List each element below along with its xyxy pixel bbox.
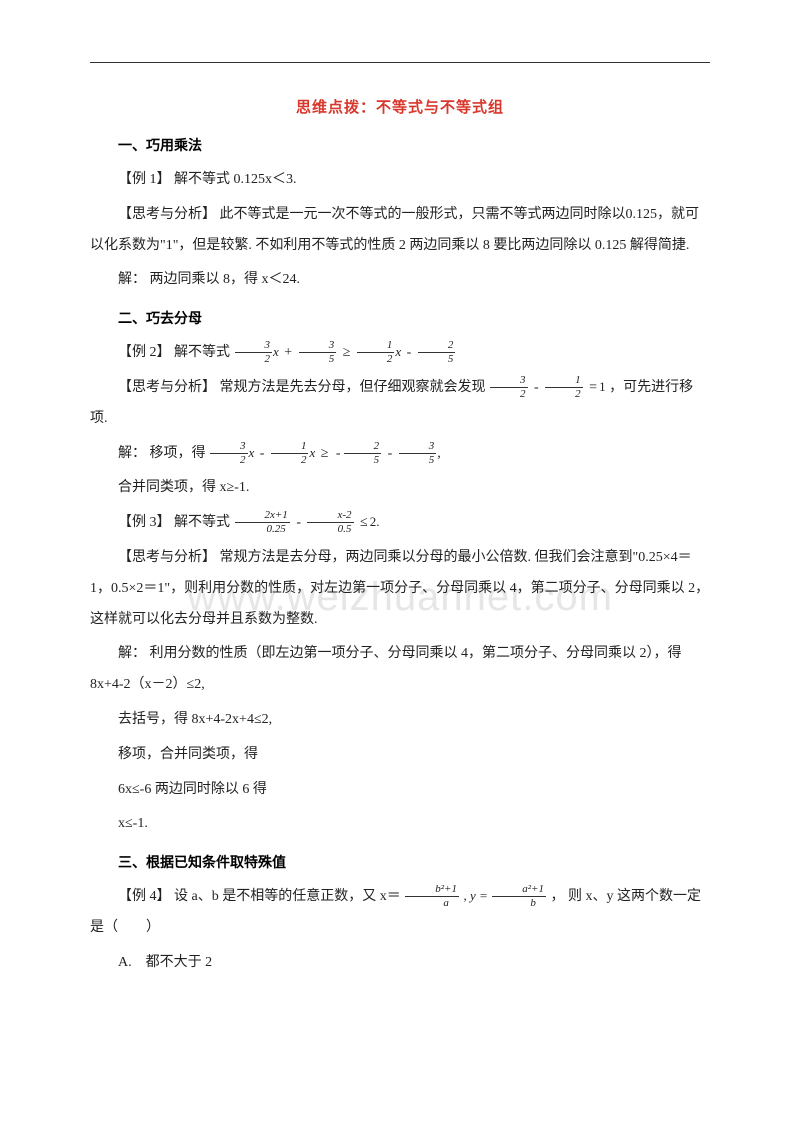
frac-2-5: 25 xyxy=(418,340,456,365)
ex3-text: 【例 3】 解不等式 xyxy=(118,515,230,530)
op-ge: ≥ xyxy=(343,345,351,360)
top-rule xyxy=(90,62,710,63)
frac-m-1-2: 12 xyxy=(271,441,309,466)
tail-comma: , xyxy=(437,446,441,461)
section-2-heading: 二、巧去分母 xyxy=(90,308,710,328)
example-4-statement: 【例 4】 设 a、b 是不相等的任意正数，又 x＝ b²+1a , y = a… xyxy=(90,882,710,944)
op-neg: - xyxy=(336,446,341,461)
example-2-statement: 【例 2】 解不等式 32x + 35 ≥ 12x - 25 xyxy=(90,338,710,369)
op-minus2: - xyxy=(534,380,539,395)
frac-a2-b: a²+1b xyxy=(492,884,546,909)
op-minus3: - xyxy=(260,446,265,461)
op-minus4: - xyxy=(388,446,393,461)
var-xm2: x xyxy=(309,445,315,460)
ex2-analysis-pre: 【思考与分析】 常规方法是先去分母，但仔细观察就会发现 xyxy=(118,380,486,395)
frac-1-2: 12 xyxy=(357,340,395,365)
frac-m-3-2: 32 xyxy=(210,441,248,466)
example-3-sol5: x≤-1. xyxy=(90,809,710,840)
ex2-text: 【例 2】 解不等式 xyxy=(118,345,230,360)
val-2: 2. xyxy=(370,514,380,529)
example-2-solution-move: 解： 移项，得 32x - 12x ≥ -25 - 35, xyxy=(90,439,710,470)
op-eq: = xyxy=(589,380,597,395)
xy-sep: , y = xyxy=(463,888,487,903)
document-content: 思维点拨：不等式与不等式组 一、巧用乘法 【例 1】 解不等式 0.125x＜3… xyxy=(90,96,710,979)
example-1-solution: 解： 两边同乘以 8，得 x＜24. xyxy=(90,265,710,296)
frac-m-2-5: 25 xyxy=(344,441,382,466)
op-plus: + xyxy=(284,345,292,360)
val-1: 1 xyxy=(599,379,606,394)
frac-b2-a: b²+1a xyxy=(405,884,459,909)
frac-x2-05: x-20.5 xyxy=(307,510,353,535)
op-minus5: - xyxy=(296,515,301,530)
example-4-option-a: A. 都不大于 2 xyxy=(90,948,710,979)
section-1-heading: 一、巧用乘法 xyxy=(90,135,710,155)
var-x2: x xyxy=(395,344,401,359)
example-1-statement: 【例 1】 解不等式 0.125x＜3. xyxy=(90,165,710,196)
op-le: ≤ xyxy=(360,515,368,530)
example-3-sol4: 6x≤-6 两边同时除以 6 得 xyxy=(90,775,710,806)
example-1-analysis: 【思考与分析】 此不等式是一元一次不等式的一般形式，只需不等式两边同时除以0.1… xyxy=(90,200,710,262)
page-title: 思维点拨：不等式与不等式组 xyxy=(90,96,710,117)
section-3-heading: 三、根据已知条件取特殊值 xyxy=(90,852,710,872)
example-3-sol3: 移项，合并同类项，得 xyxy=(90,740,710,771)
example-3-statement: 【例 3】 解不等式 2x+10.25 - x-20.5 ≤2. xyxy=(90,508,710,539)
frac-3-5: 35 xyxy=(299,340,337,365)
frac-2x1-025: 2x+10.25 xyxy=(235,510,290,535)
frac-obs-3-2: 32 xyxy=(490,375,528,400)
example-2-combine: 合并同类项，得 x≥-1. xyxy=(90,473,710,504)
var-xm1: x xyxy=(249,445,255,460)
example-3-sol2: 去括号，得 8x+4-2x+4≤2, xyxy=(90,705,710,736)
ex2-sol-pre: 解： 移项，得 xyxy=(118,446,206,461)
frac-obs-1-2: 12 xyxy=(545,375,583,400)
example-2-analysis: 【思考与分析】 常规方法是先去分母，但仔细观察就会发现 32 - 12 =1 ，… xyxy=(90,373,710,435)
example-3-sol1: 解： 利用分数的性质（即左边第一项分子、分母同乘以 4，第二项分子、分母同乘以 … xyxy=(90,639,710,701)
frac-3-2: 32 xyxy=(235,340,273,365)
op-minus: - xyxy=(407,345,412,360)
example-3-analysis: 【思考与分析】 常规方法是去分母，两边同乘以分母的最小公倍数. 但我们会注意到"… xyxy=(90,543,710,635)
frac-m-3-5: 35 xyxy=(399,441,437,466)
var-x: x xyxy=(273,344,279,359)
ex4-pre: 【例 4】 设 a、b 是不相等的任意正数，又 x＝ xyxy=(118,889,401,904)
op-ge2: ≥ xyxy=(321,446,329,461)
